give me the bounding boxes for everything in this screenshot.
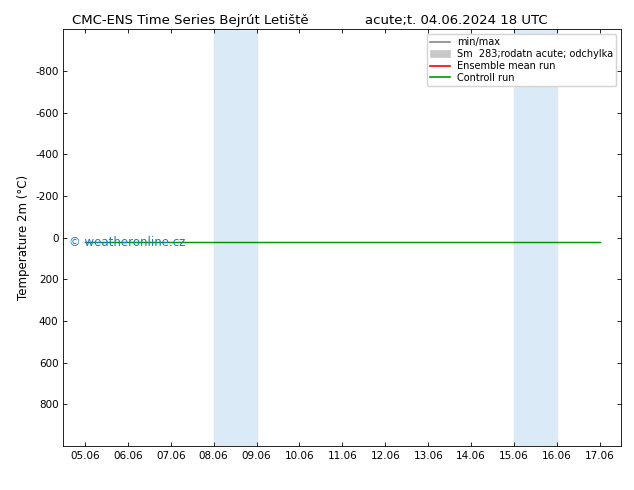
- Text: acute;t. 04.06.2024 18 UTC: acute;t. 04.06.2024 18 UTC: [365, 14, 548, 27]
- Bar: [235, 29, 257, 446]
- Y-axis label: Temperature 2m (°C): Temperature 2m (°C): [16, 175, 30, 300]
- Bar: [536, 29, 557, 446]
- Bar: [514, 29, 536, 446]
- Legend: min/max, Sm  283;rodatn acute; odchylka, Ensemble mean run, Controll run: min/max, Sm 283;rodatn acute; odchylka, …: [427, 34, 616, 86]
- Text: CMC-ENS Time Series Bejrút Letiště: CMC-ENS Time Series Bejrút Letiště: [72, 14, 309, 27]
- Bar: [214, 29, 235, 446]
- Text: © weatheronline.cz: © weatheronline.cz: [69, 236, 185, 248]
